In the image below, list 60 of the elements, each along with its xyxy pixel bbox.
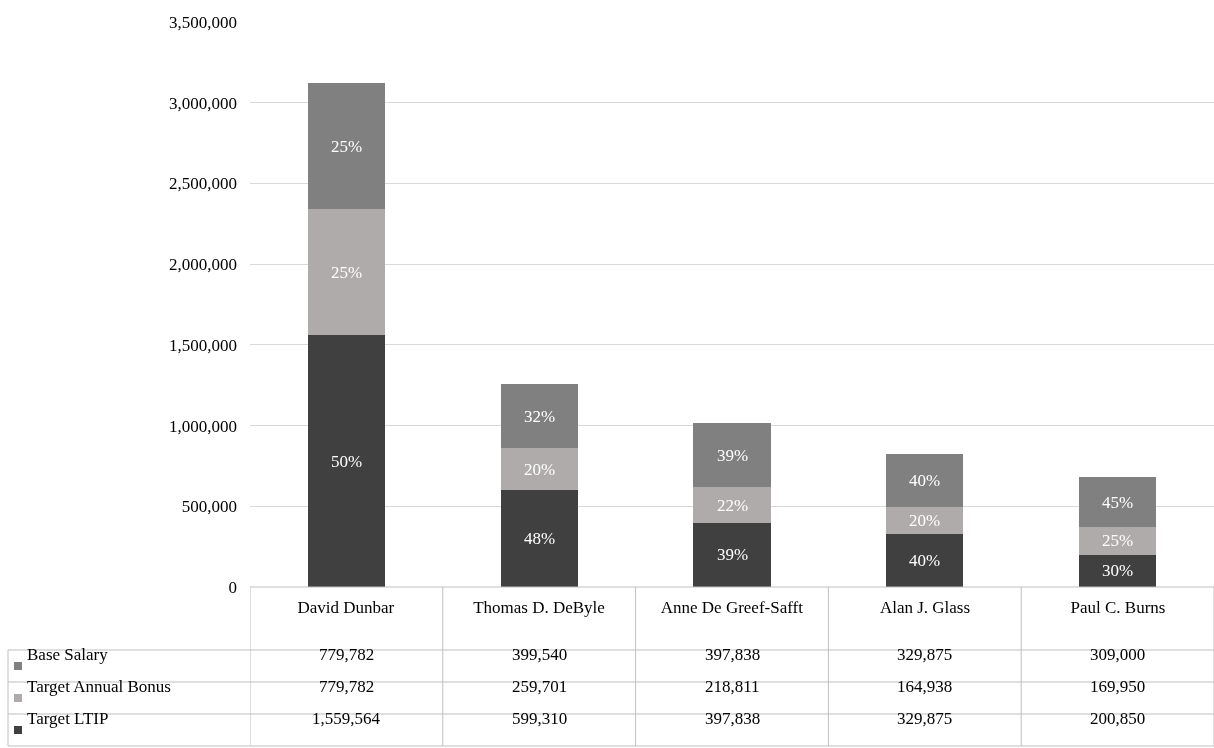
annotation: 20%	[524, 460, 556, 479]
bar	[693, 423, 771, 488]
annotation: 20%	[909, 511, 941, 530]
x-tick-label: Alan J. Glass	[879, 598, 971, 617]
annotation: 40%	[909, 551, 941, 570]
bar	[307, 335, 385, 587]
bar	[886, 507, 964, 534]
bar	[1079, 527, 1157, 555]
y-tick-label: 1,500,000	[169, 335, 237, 355]
y-tick-label: 500,000	[181, 497, 237, 517]
data-label: 218,811	[705, 677, 760, 696]
data-label: 329,875	[897, 709, 953, 728]
data-label: 399,540	[512, 645, 568, 664]
data-label: 1,559,564	[312, 709, 381, 728]
y-tick-label: 3,000,000	[169, 93, 237, 113]
legend-label: Target Annual Bonus	[27, 677, 171, 696]
y-tick-label: 0	[228, 577, 237, 597]
data-label: 169,950	[1090, 677, 1146, 696]
bar	[1079, 477, 1157, 528]
x-tick-label: Paul C. Burns	[1070, 598, 1166, 617]
annotation: 45%	[1102, 493, 1134, 512]
annotation: 39%	[717, 545, 749, 564]
annotation: 22%	[717, 496, 749, 515]
annotation: 25%	[1102, 531, 1134, 550]
bar	[693, 487, 771, 523]
bar	[500, 448, 578, 491]
bar	[693, 522, 771, 587]
data-label: 200,850	[1090, 709, 1146, 728]
y-tick-label: 2,500,000	[169, 174, 237, 194]
bar	[307, 209, 385, 336]
y-tick-label: 3,500,000	[169, 12, 237, 32]
annotation: 25%	[331, 137, 363, 156]
bar	[500, 490, 578, 587]
annotation: 32%	[524, 407, 556, 426]
data-label: 397,838	[705, 709, 761, 728]
x-tick-label: Anne De Greef-Safft	[660, 598, 804, 617]
data-label: 329,875	[897, 645, 953, 664]
annotation: 40%	[909, 471, 941, 490]
x-tick-label: David Dunbar	[297, 598, 395, 617]
annotation: 25%	[331, 263, 363, 282]
legend-label: Base Salary	[27, 645, 109, 664]
legend-label: Target LTIP	[27, 709, 109, 728]
annotation: 39%	[717, 446, 749, 465]
data-label: 164,938	[897, 677, 953, 696]
bar	[886, 453, 964, 508]
x-tick-label: Thomas D. DeByle	[473, 598, 605, 617]
data-label: 599,310	[512, 709, 568, 728]
data-label: 779,782	[319, 677, 375, 696]
y-tick-label: 2,000,000	[169, 255, 237, 275]
bar	[500, 383, 578, 449]
data-label: 259,701	[512, 677, 568, 696]
annotation: 48%	[524, 529, 556, 548]
data-label: 397,838	[705, 645, 761, 664]
bar	[886, 533, 964, 587]
annotation: 50%	[331, 452, 363, 471]
data-label: 309,000	[1090, 645, 1146, 664]
data-label: 779,782	[319, 645, 375, 664]
bar	[307, 83, 385, 210]
annotation: 30%	[1102, 561, 1134, 580]
y-tick-label: 1,000,000	[169, 416, 237, 436]
